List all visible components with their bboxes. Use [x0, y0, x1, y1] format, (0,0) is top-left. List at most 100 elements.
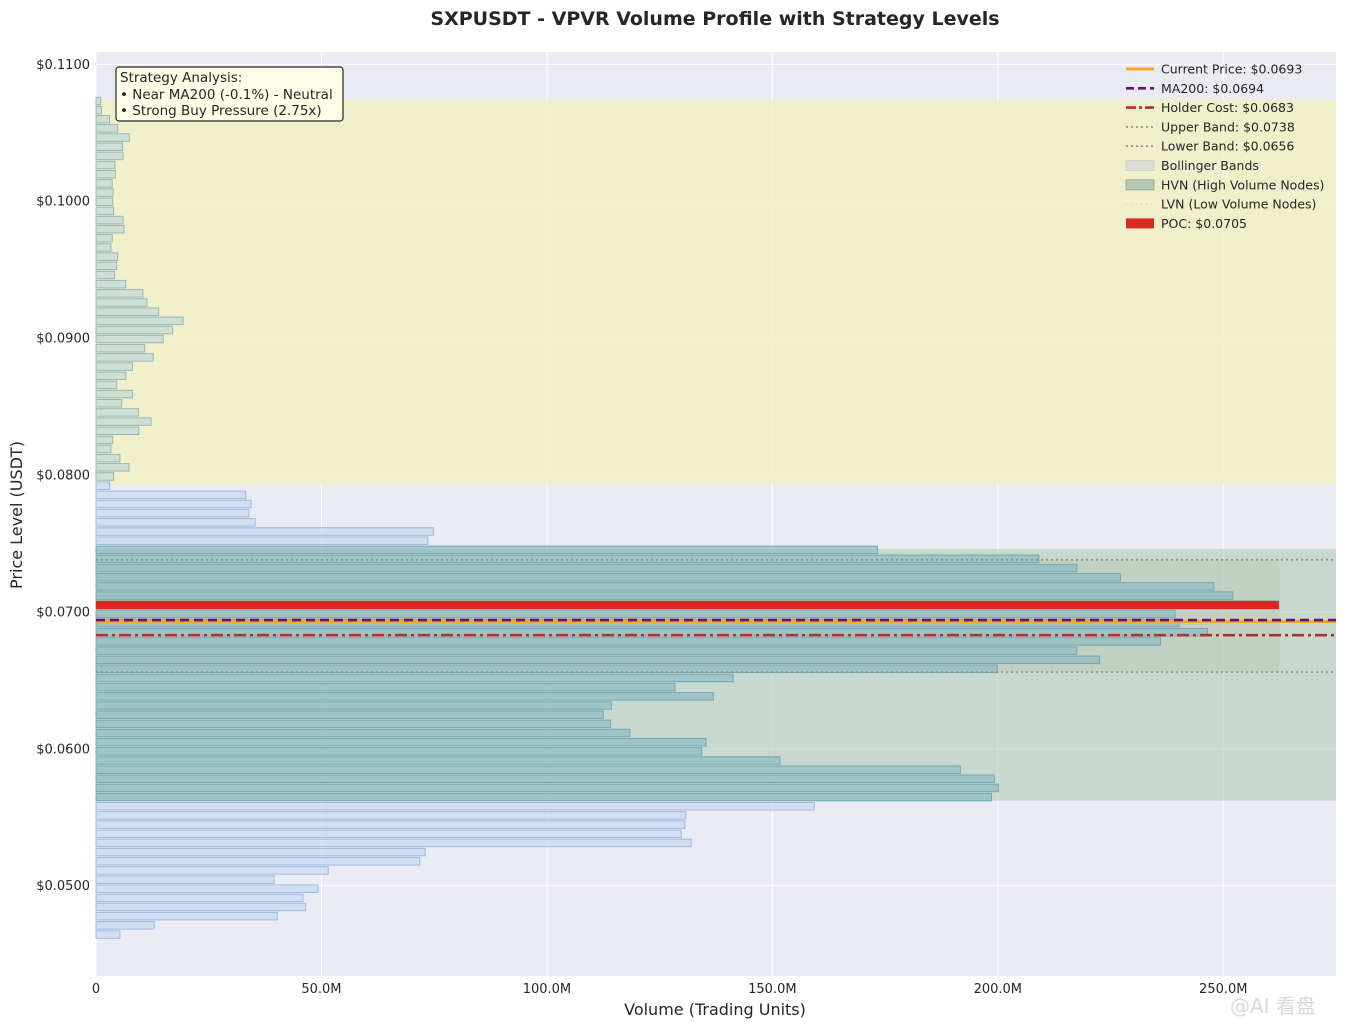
volume-bar — [95, 893, 304, 903]
axis-ticks: 0 50.0M 100.0M 150.0M 200.0M 250.0M $0.0500 $0.… — [36, 58, 1247, 997]
legend-label: Lower Band: $0.0656 — [1161, 139, 1294, 154]
annotation-box — [115, 66, 344, 122]
volume-bar — [95, 270, 115, 280]
lvn-zone-0 — [96, 99, 1336, 485]
volume-bar — [95, 609, 1176, 619]
volume-bar — [95, 747, 703, 756]
legend-label: LVN (Low Volume Nodes) — [1161, 197, 1316, 212]
volume-bar — [95, 554, 1040, 564]
volume-bar — [95, 435, 114, 445]
legend-label: Bollinger Bands — [1161, 158, 1259, 173]
volume-bar — [95, 325, 174, 335]
volume-bar — [95, 829, 682, 839]
volume-bar — [95, 536, 429, 545]
volume-bar — [95, 682, 676, 692]
volume-bar — [95, 252, 119, 261]
volume-bar — [95, 765, 961, 774]
volume-bar — [95, 930, 121, 939]
volume-bar — [95, 591, 1234, 600]
volume-bar — [95, 838, 692, 848]
legend-label: MA200: $0.0694 — [1161, 81, 1264, 96]
volume-bar — [95, 921, 155, 930]
annotation-line-3: • Strong Buy Pressure (2.75x) — [120, 103, 322, 119]
legend-item-holder_cost: Holder Cost: $0.0683 — [1126, 100, 1294, 115]
volume-bar — [95, 481, 111, 490]
volume-bar — [95, 399, 123, 408]
volume-bar — [95, 499, 252, 509]
x-tick-label: 150.0M — [748, 982, 796, 997]
volume-bar — [95, 160, 116, 170]
legend-label: Current Price: $0.0693 — [1161, 62, 1302, 77]
volume-bar — [95, 911, 278, 921]
legend-item-poc: POC: $0.0705 — [1126, 216, 1247, 231]
x-tick-label: 100.0M — [523, 982, 571, 997]
legend-item-hvn: HVN (High Volume Nodes) — [1125, 177, 1324, 192]
x-tick-label: 50.0M — [301, 982, 341, 997]
volume-bar — [95, 453, 121, 463]
x-tick-label: 0 — [92, 982, 100, 997]
y-tick-label: $0.1000 — [36, 195, 90, 210]
volume-bar — [95, 527, 434, 536]
annotation-line-2: • Near MA200 (-0.1%) - Neutral — [120, 87, 333, 103]
volume-bar — [95, 114, 111, 124]
volume-bar — [95, 655, 1101, 665]
volume-bar — [95, 124, 119, 133]
volume-bar — [95, 884, 319, 893]
volume-bar — [95, 737, 707, 747]
volume-bar — [95, 518, 256, 527]
volume-bar — [95, 334, 164, 344]
annotation-line-1: Strategy Analysis: — [120, 70, 242, 86]
volume-bar — [95, 380, 118, 390]
volume-bar — [95, 426, 140, 436]
volume-bar — [95, 169, 116, 179]
volume-bar — [95, 463, 130, 472]
legend-item-lvn: LVN (Low Volume Nodes) — [1126, 197, 1316, 212]
x-axis-label: Volume (Trading Units) — [624, 1000, 806, 1019]
volume-bar — [95, 206, 115, 216]
volume-bar — [95, 802, 815, 811]
volume-bar — [95, 188, 114, 197]
volume-bar — [95, 545, 878, 555]
legend-item-bollinger: Bollinger Bands — [1125, 158, 1259, 173]
volume-bar — [95, 261, 118, 271]
volume-bar — [95, 215, 124, 225]
volume-bar — [95, 728, 631, 738]
legend-swatch — [1125, 179, 1155, 191]
volume-bar — [95, 444, 112, 454]
volume-bar — [95, 142, 124, 151]
volume-bar — [95, 490, 247, 500]
legend-item-current_price: Current Price: $0.0693 — [1126, 62, 1302, 77]
volume-bar — [95, 618, 1180, 628]
strategy-annotation: Strategy Analysis: • Near MA200 (-0.1%) … — [115, 66, 344, 122]
volume-bar — [95, 673, 734, 683]
volume-bar — [95, 875, 275, 884]
watermark: @AI 看盘 — [1230, 994, 1316, 1018]
volume-bar — [95, 792, 993, 802]
volume-bar — [95, 783, 999, 793]
volume-bar — [95, 857, 421, 866]
volume-bar — [95, 866, 329, 875]
volume-bar — [95, 774, 995, 783]
volume-bar — [95, 563, 1078, 573]
legend-label: Holder Cost: $0.0683 — [1161, 100, 1294, 115]
chart-title: SXPUSDT - VPVR Volume Profile with Strat… — [430, 8, 999, 30]
volume-bar — [95, 637, 1162, 646]
volume-bar — [95, 279, 127, 289]
volume-bar — [95, 105, 102, 115]
strategy-levels — [96, 559, 1336, 673]
volume-bar — [95, 353, 154, 362]
legend-item-ma200: MA200: $0.0694 — [1126, 81, 1264, 96]
volume-bar — [95, 417, 152, 426]
volume-bar — [95, 362, 134, 371]
volume-bar — [95, 847, 426, 857]
legend-label: HVN (High Volume Nodes) — [1161, 177, 1324, 192]
poc-bar — [96, 600, 1279, 610]
volume-bar — [95, 408, 139, 417]
volume-bar — [95, 224, 125, 234]
volume-bar — [95, 234, 113, 243]
volume-bar — [95, 371, 127, 380]
volume-bar — [95, 96, 102, 106]
x-tick-label: 200.0M — [974, 982, 1022, 997]
volume-bar — [95, 243, 112, 252]
